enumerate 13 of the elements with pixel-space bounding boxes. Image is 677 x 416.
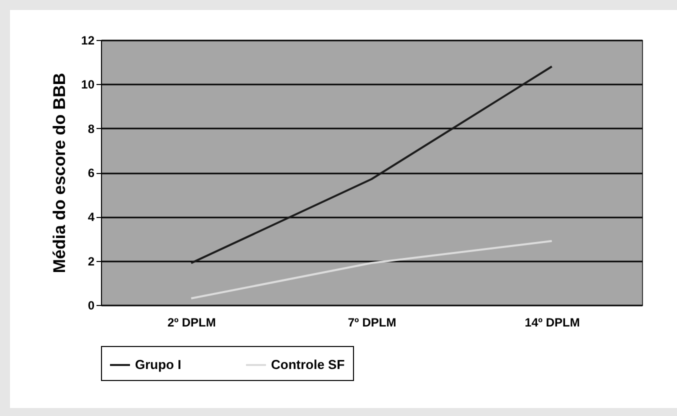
y-tick-label: 12 xyxy=(81,34,95,48)
y-tick-label: 4 xyxy=(88,210,95,224)
x-tick-label: 2º DPLM xyxy=(167,316,216,330)
legend-label: Grupo I xyxy=(135,357,182,372)
y-tick-label: 0 xyxy=(88,298,95,312)
legend-label: Controle SF xyxy=(271,357,345,372)
y-axis-title: Média do escore do BBB xyxy=(50,72,70,274)
y-tick-label: 2 xyxy=(88,254,95,268)
x-tick-label: 7º DPLM xyxy=(348,316,396,330)
y-tick-label: 8 xyxy=(88,122,95,136)
y-tick-label: 10 xyxy=(81,78,95,92)
y-tick-label: 6 xyxy=(88,166,95,180)
x-tick-label: 14º DPLM xyxy=(524,316,580,330)
